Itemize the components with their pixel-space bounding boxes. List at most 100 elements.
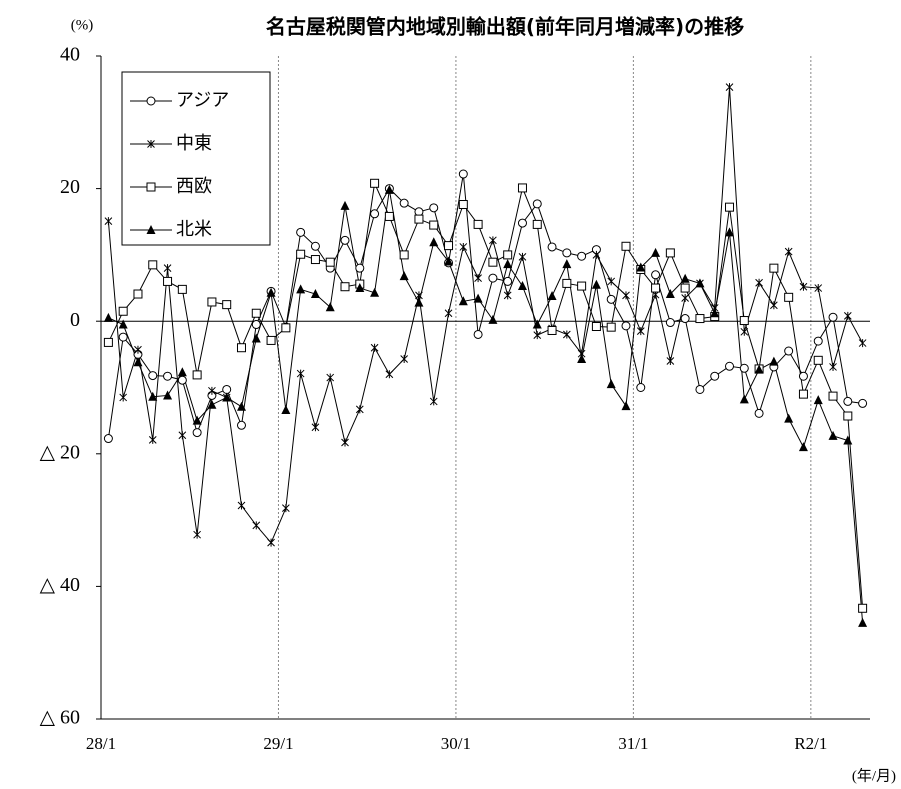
series-line bbox=[107, 181, 864, 609]
marker-square bbox=[828, 391, 838, 401]
marker-triangle bbox=[340, 200, 350, 210]
marker-circle bbox=[547, 242, 557, 252]
marker-triangle bbox=[281, 405, 291, 415]
marker-square bbox=[503, 250, 513, 260]
marker-triangle bbox=[163, 390, 173, 400]
marker-x bbox=[237, 501, 246, 510]
marker-x bbox=[636, 327, 645, 336]
marker-triangle bbox=[414, 297, 424, 307]
marker-square bbox=[281, 323, 291, 333]
marker-x bbox=[326, 373, 335, 382]
y-tick-label: 20 bbox=[60, 176, 80, 198]
marker-circle bbox=[828, 312, 838, 322]
marker-x bbox=[119, 393, 128, 402]
marker-triangle bbox=[606, 379, 616, 389]
marker-x bbox=[770, 301, 778, 310]
marker-x bbox=[858, 339, 867, 348]
marker-x bbox=[666, 356, 675, 365]
x-tick-label: R2/1 bbox=[794, 734, 827, 753]
marker-circle bbox=[340, 235, 350, 245]
marker-circle bbox=[739, 363, 749, 373]
y-tick-label: △ 20 bbox=[40, 441, 80, 463]
marker-triangle bbox=[488, 314, 498, 324]
marker-square bbox=[148, 260, 158, 270]
marker-x bbox=[163, 264, 172, 273]
marker-square bbox=[473, 219, 483, 229]
marker-x bbox=[489, 236, 497, 245]
marker-triangle bbox=[399, 271, 409, 281]
marker-circle bbox=[429, 203, 439, 213]
marker-square bbox=[266, 335, 276, 345]
marker-x bbox=[341, 438, 349, 447]
marker-circle bbox=[710, 371, 720, 381]
marker-x bbox=[740, 327, 749, 336]
marker-square bbox=[310, 255, 320, 265]
marker-x bbox=[814, 284, 823, 293]
marker-square bbox=[103, 337, 113, 347]
marker-x bbox=[147, 140, 155, 148]
marker-square bbox=[370, 178, 380, 188]
marker-square bbox=[488, 257, 498, 267]
marker-circle bbox=[222, 384, 232, 394]
series-line bbox=[107, 173, 863, 439]
marker-x bbox=[429, 397, 438, 406]
marker-triangle bbox=[325, 302, 335, 312]
marker-square bbox=[606, 322, 616, 332]
marker-square bbox=[429, 220, 439, 230]
marker-circle bbox=[680, 314, 690, 324]
marker-x bbox=[444, 309, 453, 318]
marker-circle bbox=[725, 361, 735, 371]
marker-square bbox=[399, 250, 409, 260]
marker-square bbox=[739, 316, 749, 326]
marker-circle bbox=[636, 383, 646, 392]
marker-circle bbox=[296, 227, 306, 237]
marker-square bbox=[562, 278, 572, 288]
marker-circle bbox=[798, 371, 808, 381]
marker-triangle bbox=[148, 391, 158, 401]
marker-triangle bbox=[798, 442, 808, 452]
y-axis-label: (%) bbox=[71, 17, 94, 33]
marker-square bbox=[547, 325, 557, 335]
marker-circle bbox=[473, 329, 483, 339]
marker-triangle bbox=[695, 278, 705, 288]
marker-circle bbox=[754, 408, 764, 418]
marker-triangle bbox=[207, 399, 217, 409]
marker-triangle bbox=[355, 283, 365, 293]
marker-x bbox=[296, 369, 305, 378]
marker-triangle bbox=[236, 401, 246, 411]
marker-square bbox=[177, 284, 187, 294]
marker-circle bbox=[843, 396, 853, 406]
marker-x bbox=[843, 311, 852, 320]
marker-circle bbox=[488, 273, 498, 283]
marker-triangle bbox=[813, 395, 823, 405]
marker-x bbox=[148, 435, 157, 444]
marker-circle bbox=[858, 398, 868, 408]
marker-square bbox=[798, 389, 808, 399]
marker-x bbox=[474, 274, 482, 283]
marker-x bbox=[622, 291, 630, 300]
marker-square bbox=[251, 308, 261, 318]
marker-circle bbox=[310, 241, 320, 251]
marker-triangle bbox=[133, 357, 143, 367]
marker-circle bbox=[355, 263, 365, 273]
marker-triangle bbox=[621, 401, 631, 411]
marker-triangle bbox=[251, 333, 261, 343]
y-tick-label: 40 bbox=[60, 44, 80, 66]
marker-square bbox=[296, 249, 306, 259]
marker-triangle bbox=[754, 364, 764, 374]
marker-circle bbox=[146, 96, 156, 106]
marker-x bbox=[208, 386, 216, 395]
marker-x bbox=[104, 217, 113, 226]
y-tick-label: △ 60 bbox=[40, 707, 80, 729]
marker-triangle bbox=[636, 262, 646, 272]
x-tick-label: 31/1 bbox=[618, 734, 648, 753]
marker-circle bbox=[784, 346, 794, 356]
marker-square bbox=[236, 343, 246, 353]
marker-circle bbox=[532, 199, 542, 209]
marker-circle bbox=[517, 218, 527, 228]
x-tick-label: 28/1 bbox=[86, 734, 116, 753]
chart-title: 名古屋税関管内地域別輸出額(前年同月増減率)の推移 bbox=[266, 15, 744, 39]
marker-x bbox=[355, 405, 364, 414]
marker-circle bbox=[399, 198, 409, 208]
marker-x bbox=[134, 345, 142, 354]
